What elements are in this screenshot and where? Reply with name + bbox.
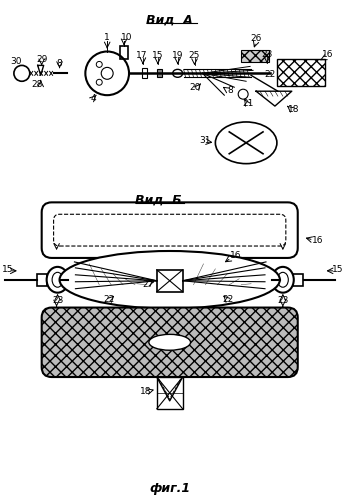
Text: фиг.1: фиг.1: [149, 482, 190, 495]
Bar: [277, 59, 324, 86]
Text: 8: 8: [57, 59, 62, 68]
Bar: [157, 377, 182, 409]
Circle shape: [85, 51, 129, 95]
Text: 16: 16: [229, 251, 241, 260]
Text: Вид  А: Вид А: [146, 13, 193, 26]
Bar: [241, 49, 269, 62]
Text: 8: 8: [227, 86, 233, 95]
Text: 19: 19: [172, 51, 184, 60]
Text: 18: 18: [288, 105, 299, 114]
Ellipse shape: [272, 267, 294, 293]
Text: 27: 27: [142, 280, 154, 289]
Text: 1: 1: [104, 33, 110, 42]
Ellipse shape: [60, 251, 280, 308]
Bar: [120, 45, 128, 59]
Text: 22: 22: [223, 295, 234, 304]
Text: 28: 28: [31, 80, 43, 89]
FancyBboxPatch shape: [42, 307, 298, 377]
Text: 22: 22: [264, 70, 275, 79]
Text: 10: 10: [121, 33, 133, 42]
Text: 15: 15: [2, 265, 14, 274]
Text: 23: 23: [277, 296, 288, 305]
Bar: [37, 274, 47, 286]
Bar: [157, 270, 182, 292]
Text: 16: 16: [322, 50, 333, 59]
Text: 18: 18: [140, 387, 152, 396]
Text: 21: 21: [243, 99, 254, 108]
Text: 26: 26: [250, 34, 262, 43]
Text: 23: 23: [52, 296, 63, 305]
Bar: [293, 274, 303, 286]
Text: 29: 29: [36, 55, 47, 64]
Bar: [142, 68, 147, 78]
Bar: [157, 69, 162, 77]
Text: 4: 4: [91, 94, 96, 103]
Text: Вид  Б: Вид Б: [135, 194, 182, 207]
Ellipse shape: [47, 267, 69, 293]
Text: 30: 30: [10, 57, 22, 66]
Text: 31: 31: [200, 136, 211, 145]
Text: 17: 17: [136, 51, 148, 60]
Text: 22: 22: [104, 295, 115, 304]
Text: 25: 25: [189, 51, 200, 60]
Text: 15: 15: [152, 51, 164, 60]
Ellipse shape: [149, 334, 191, 350]
Text: 20: 20: [190, 83, 201, 92]
Text: 15: 15: [332, 265, 343, 274]
Text: 23: 23: [261, 50, 273, 59]
Text: 16: 16: [312, 236, 323, 245]
Ellipse shape: [215, 122, 277, 164]
